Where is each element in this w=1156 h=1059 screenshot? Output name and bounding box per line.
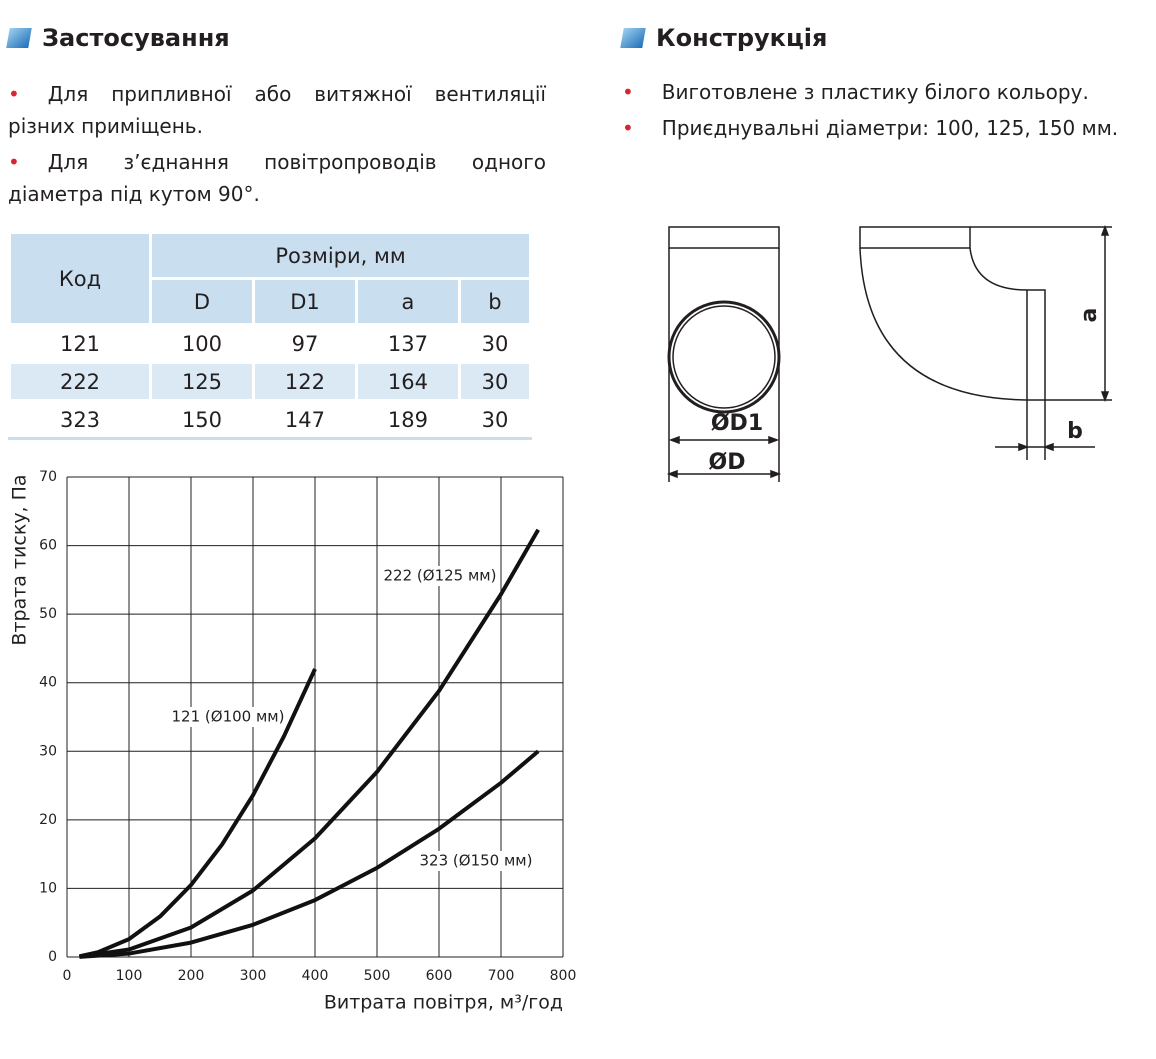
y-tick-label: 70 [39, 469, 57, 485]
y-tick-label: 0 [48, 949, 57, 965]
x-axis-title: Витрата повітря, м³/год [324, 992, 563, 1014]
x-tick-label: 700 [488, 968, 515, 984]
cell: 30 [457, 399, 533, 440]
bullets: • Для припливної або витяжної вентиляції … [8, 78, 546, 214]
title-text: Застосування [42, 24, 230, 52]
y-tick-label: 40 [39, 675, 57, 691]
cell: 100 [149, 323, 255, 364]
bullets: • Виготовлене з пластику білого кольору. … [622, 76, 1152, 148]
y-tick-label: 60 [39, 538, 57, 554]
cell: 147 [251, 399, 358, 440]
bullet-text: Виготовлене з пластику білого кольору. [661, 80, 1089, 104]
series-label: 222 (Ø125 мм) [384, 567, 497, 585]
cell: 323 [8, 399, 152, 440]
elbow-diagram [666, 224, 1112, 482]
header-cell: D1 [251, 277, 358, 326]
y-axis-title: Втрата тиску, Па [9, 474, 31, 645]
bullet: • Виготовлене з пластику білого кольору. [622, 80, 1089, 104]
y-tick-label: 10 [39, 880, 57, 896]
bullet: • Для з’єднання повітропроводів одного ді… [8, 150, 546, 206]
bullet-text: Приєднувальні діаметри: 100, 125, 150 мм… [661, 116, 1119, 140]
x-tick-label: 200 [178, 968, 205, 984]
header-cell: D [149, 277, 255, 326]
x-tick-label: 400 [302, 968, 329, 984]
y-tick-label: 20 [39, 812, 57, 828]
bullet-text: Для припливної або витяжної вентиляції р… [8, 82, 546, 138]
header-cell: b [457, 277, 533, 326]
header-cell: Код [8, 231, 152, 326]
cell: 125 [149, 361, 255, 402]
label-bg [382, 566, 498, 586]
cell: 30 [457, 323, 533, 364]
curve [79, 749, 540, 959]
title-text: Конструкція [656, 24, 828, 52]
series-label: 121 (Ø100 мм) [172, 708, 285, 726]
cell: 121 [8, 323, 152, 364]
bullet: • Для припливної або витяжної вентиляції … [8, 82, 546, 138]
bullet: • Приєднувальні діаметри: 100, 125, 150 м… [622, 116, 1119, 140]
bullet-text: Для з’єднання повітропроводів одного діа… [8, 150, 546, 206]
cell: 189 [354, 399, 461, 440]
cell: 137 [354, 323, 461, 364]
header-cell: a [354, 277, 461, 326]
x-tick-label: 800 [550, 968, 577, 984]
series-label: 323 (Ø150 мм) [420, 852, 533, 870]
curve [79, 528, 540, 959]
section-title: Конструкція [620, 24, 828, 52]
dim-label: b [1067, 419, 1083, 444]
cell: 164 [354, 361, 461, 402]
cell: 222 [8, 361, 152, 402]
x-tick-label: 100 [116, 968, 143, 984]
y-tick-label: 50 [39, 606, 57, 622]
dim-label: ØD1 [711, 411, 763, 436]
x-tick-label: 300 [240, 968, 267, 984]
dim-label: ØD [709, 450, 746, 475]
cell: 122 [251, 361, 358, 402]
label-bg [418, 851, 534, 871]
header-cell: Розміри, мм [149, 231, 532, 280]
x-tick-label: 600 [426, 968, 453, 984]
y-tick-label: 30 [39, 743, 57, 759]
cell: 150 [149, 399, 255, 440]
curve [78, 668, 317, 959]
cell: 30 [457, 361, 533, 402]
cell: 97 [251, 323, 358, 364]
x-tick-label: 0 [63, 968, 72, 984]
label-bg [170, 707, 286, 727]
x-tick-label: 500 [364, 968, 391, 984]
dim-label: a [1077, 308, 1102, 323]
size-table: Код Розміри, мм D D1 a b 121 100 97 137 30 222 12… [8, 231, 533, 440]
section-title: Застосування [6, 24, 230, 52]
